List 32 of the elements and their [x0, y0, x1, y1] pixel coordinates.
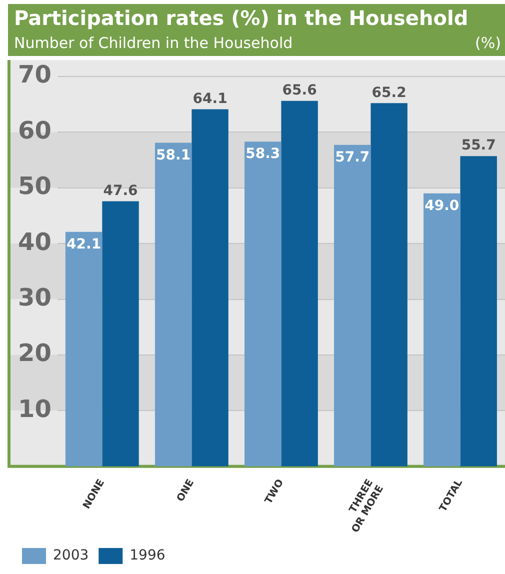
legend-label: 1996 [130, 548, 166, 564]
data-label: 58.1 [156, 147, 191, 164]
bar [102, 201, 139, 466]
data-label: 49.0 [424, 198, 460, 214]
data-label: 57.7 [335, 150, 370, 166]
bar [281, 100, 318, 466]
y-tick-label: 10 [18, 394, 52, 423]
bar [154, 142, 192, 466]
y-tick-label: 60 [18, 116, 52, 144]
data-label: 58.3 [246, 146, 280, 162]
bar [424, 193, 460, 466]
data-label: 65.2 [372, 84, 406, 101]
bar [192, 109, 228, 466]
y-tick-label: 30 [18, 283, 52, 312]
data-label: 65.6 [282, 82, 317, 99]
chart-title: Participation rates (%) in the Household [14, 6, 468, 30]
bar [244, 142, 282, 466]
y-tick-label: 40 [18, 228, 52, 256]
data-label: 47.6 [103, 182, 138, 199]
data-label: 55.7 [461, 138, 496, 154]
y-tick-label: 50 [18, 172, 52, 200]
bar [370, 103, 408, 466]
data-label: 64.1 [192, 90, 228, 107]
legend-label: 2003 [53, 548, 89, 564]
y-axis-title: (%) [475, 34, 501, 52]
y-tick-label: 70 [18, 60, 52, 89]
chart-subtitle: Number of Children in the Household [14, 34, 293, 52]
bar [334, 144, 371, 466]
data-label: 42.1 [66, 236, 102, 252]
y-tick-label: 20 [18, 339, 52, 368]
bar [65, 232, 102, 466]
bar [460, 156, 497, 466]
